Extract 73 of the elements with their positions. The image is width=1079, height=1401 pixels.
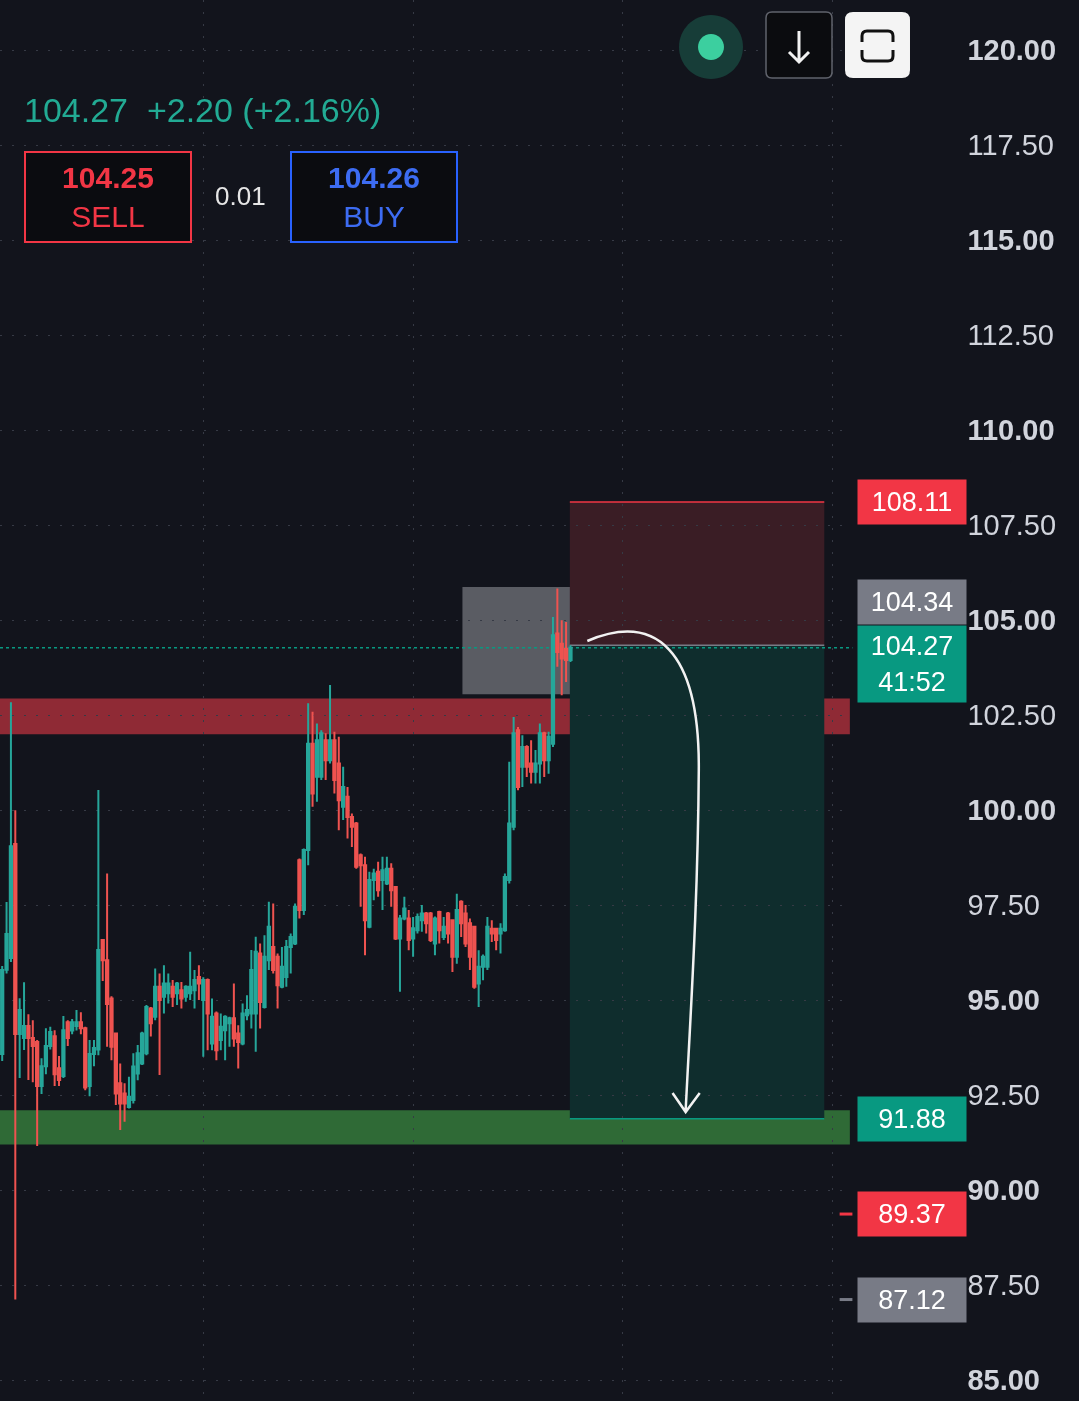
candlestick bbox=[52, 1029, 57, 1087]
candlestick bbox=[341, 765, 346, 821]
candlestick bbox=[542, 730, 547, 779]
y-tick-label: 107.50 bbox=[967, 509, 1057, 542]
candlestick bbox=[214, 1010, 219, 1062]
candlestick bbox=[179, 980, 184, 1010]
candlestick bbox=[209, 997, 215, 1052]
candlestick bbox=[13, 809, 18, 1301]
candlestick bbox=[257, 942, 263, 1030]
candlestick bbox=[157, 972, 162, 1076]
candlestick bbox=[515, 725, 521, 792]
y-tick-label: 117.50 bbox=[967, 129, 1054, 162]
y-tick-label: 92.50 bbox=[967, 1079, 1040, 1112]
candlestick bbox=[297, 857, 302, 920]
candlestick bbox=[362, 855, 368, 957]
y-tick-label: 102.50 bbox=[967, 699, 1057, 732]
candlestick bbox=[170, 978, 175, 1008]
candlestick bbox=[437, 909, 442, 945]
candlestick bbox=[148, 1005, 153, 1038]
candlestick bbox=[568, 644, 573, 663]
candlestick bbox=[323, 732, 328, 782]
candlestick bbox=[87, 1039, 92, 1098]
candlestick bbox=[314, 722, 320, 803]
candlestick bbox=[375, 860, 381, 898]
candlestick bbox=[454, 892, 459, 965]
candlestick bbox=[432, 915, 438, 957]
candlestick bbox=[406, 909, 411, 952]
candlestick bbox=[336, 735, 341, 832]
y-tick-label: 115.00 bbox=[967, 224, 1055, 257]
annotation: 104.26 BUY bbox=[328, 161, 420, 233]
y-tick-label: 85.00 bbox=[967, 1364, 1040, 1397]
y-tick-label: 97.50 bbox=[967, 889, 1040, 922]
candlestick bbox=[222, 1014, 228, 1062]
candlestick bbox=[327, 684, 333, 765]
candlestick bbox=[253, 935, 258, 1053]
candlestick bbox=[520, 734, 525, 788]
candlestick bbox=[61, 1015, 66, 1080]
candlestick bbox=[537, 722, 543, 785]
annotation: 0.01 bbox=[215, 181, 266, 211]
candlestick bbox=[74, 1009, 79, 1032]
candlestick bbox=[65, 1019, 70, 1048]
candlestick bbox=[441, 915, 446, 942]
candlestick bbox=[161, 964, 167, 1015]
candlestick bbox=[410, 915, 416, 958]
candlestick bbox=[419, 904, 424, 933]
candlestick bbox=[367, 870, 372, 930]
candlestick bbox=[205, 977, 210, 1052]
y-tick-label: 112.50 bbox=[967, 319, 1054, 352]
y-tick-label: 120.00 bbox=[967, 34, 1057, 67]
candlestick bbox=[196, 964, 202, 1002]
y-tick-label: 110.00 bbox=[967, 414, 1055, 447]
annotation: 104.25 SELL bbox=[62, 161, 154, 233]
y-tick-label: 90.00 bbox=[967, 1174, 1040, 1207]
candlestick bbox=[428, 910, 433, 943]
candlestick bbox=[201, 976, 206, 1058]
candlestick bbox=[476, 949, 481, 1008]
y-tick-label: 95.00 bbox=[967, 984, 1040, 1017]
ref-line-label: 108.11 bbox=[871, 487, 953, 517]
ref-line-label: 87.12 bbox=[878, 1285, 946, 1315]
candlestick bbox=[153, 967, 158, 1022]
candlestick bbox=[380, 855, 385, 912]
ref-line-label: 104.27 41:52 bbox=[870, 631, 954, 697]
ref-line-label: 89.37 bbox=[878, 1199, 946, 1229]
y-tick-label: 87.50 bbox=[967, 1269, 1040, 1302]
ref-line-label: 104.34 bbox=[870, 587, 954, 617]
text: 104.27 +2.20 (+2.16%) bbox=[24, 91, 382, 129]
candlestick bbox=[310, 710, 315, 808]
y-tick-label: 105.00 bbox=[967, 604, 1057, 637]
candlestick bbox=[174, 980, 180, 1007]
candlestick bbox=[26, 1013, 31, 1081]
candlestick bbox=[528, 739, 534, 785]
ref-line-label: 91.88 bbox=[878, 1104, 946, 1134]
y-tick-label: 100.00 bbox=[967, 794, 1057, 827]
